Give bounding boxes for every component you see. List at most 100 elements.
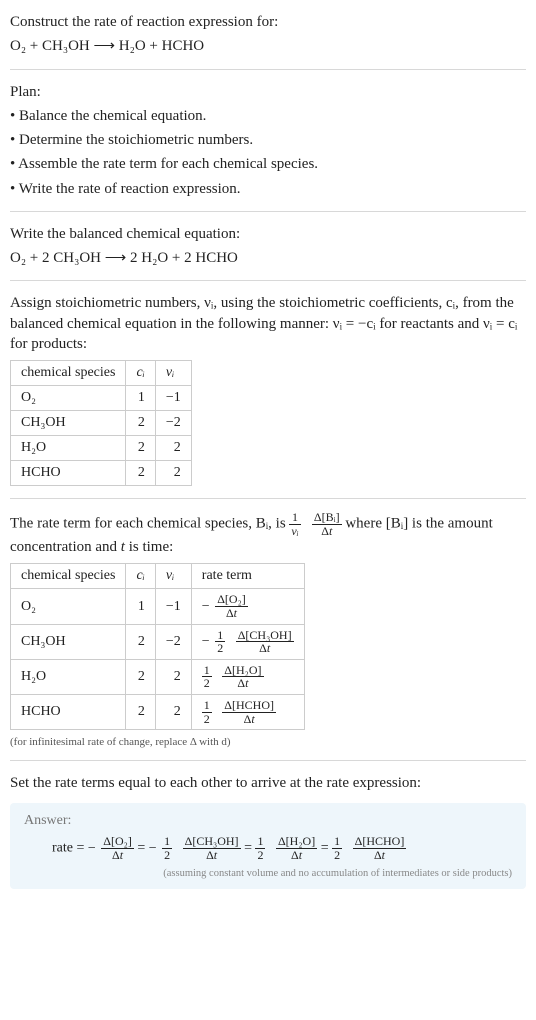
cell-species: HCHO <box>11 461 126 486</box>
col-header: chemical species <box>11 564 126 589</box>
cell-c: 2 <box>126 695 155 730</box>
divider <box>10 69 526 70</box>
equals: = <box>244 841 255 856</box>
col-header: νᵢ <box>155 361 191 386</box>
table-row: HCHO 2 2 1 2 Δ[HCHO] Δt <box>11 695 305 730</box>
frac-den: 2 <box>202 713 212 726</box>
answer-label: Answer: <box>24 813 512 829</box>
rateterm-text: The rate term for each chemical species,… <box>10 511 526 557</box>
cell-rate: − 1 2 Δ[CH₃OH] Δt <box>191 624 304 659</box>
table-row: O₂ 1 −1 <box>11 386 192 411</box>
frac-num: Δ[HCHO] <box>222 699 276 713</box>
cell-c: 2 <box>126 411 155 436</box>
frac-num: Δ[H₂O] <box>276 835 317 849</box>
frac-num: 1 <box>202 699 212 713</box>
stoich-text: Assign stoichiometric numbers, νᵢ, using… <box>10 293 526 354</box>
neg-sign: − <box>88 841 96 856</box>
frac-den: 2 <box>332 849 342 862</box>
table-row: HCHO 2 2 <box>11 461 192 486</box>
assumption-note: (assuming constant volume and no accumul… <box>24 868 512 879</box>
cell-species: H₂O <box>11 436 126 461</box>
cell-rate: 1 2 Δ[HCHO] Δt <box>191 695 304 730</box>
plan-item: • Write the rate of reaction expression. <box>10 179 526 199</box>
fraction: 1 2 <box>332 835 342 861</box>
neg-sign: − <box>149 841 157 856</box>
fraction: Δ[O₂] Δt <box>101 835 134 861</box>
frac-num: 1 <box>162 835 172 849</box>
frac-den: Δt <box>222 677 263 690</box>
frac-num: Δ[HCHO] <box>353 835 407 849</box>
frac-num: Δ[O₂] <box>101 835 134 849</box>
col-header: cᵢ <box>126 564 155 589</box>
fraction: Δ[HCHO] Δt <box>353 835 407 861</box>
frac-den: Δt <box>183 849 241 862</box>
table-header-row: chemical species cᵢ νᵢ <box>11 361 192 386</box>
cell-species: CH₃OH <box>11 624 126 659</box>
frac-num: 1 <box>332 835 342 849</box>
divider <box>10 498 526 499</box>
rateterm-table: chemical species cᵢ νᵢ rate term O₂ 1 −1… <box>10 563 305 730</box>
cell-species: O₂ <box>11 386 126 411</box>
frac-den: νᵢ <box>289 525 300 538</box>
cell-species: CH₃OH <box>11 411 126 436</box>
table-row: CH₃OH 2 −2 − 1 2 Δ[CH₃OH] Δt <box>11 624 305 659</box>
cell-c: 2 <box>126 436 155 461</box>
cell-v: −1 <box>155 386 191 411</box>
cell-c: 1 <box>126 386 155 411</box>
fraction: Δ[CH₃OH] Δt <box>236 629 294 655</box>
table-row: H₂O 2 2 <box>11 436 192 461</box>
divider <box>10 211 526 212</box>
fraction: Δ[H₂O] Δt <box>276 835 317 861</box>
fraction: 1 2 <box>255 835 265 861</box>
frac-num: Δ[O₂] <box>215 593 248 607</box>
divider <box>10 760 526 761</box>
cell-v: 2 <box>155 695 191 730</box>
col-header: chemical species <box>11 361 126 386</box>
cell-c: 2 <box>126 624 155 659</box>
balanced-header: Write the balanced chemical equation: <box>10 224 526 244</box>
final-header: Set the rate terms equal to each other t… <box>10 773 526 793</box>
fraction: Δ[CH₃OH] Δt <box>183 835 241 861</box>
frac-den: 2 <box>162 849 172 862</box>
frac-den: Δt <box>101 849 134 862</box>
frac-num: 1 <box>255 835 265 849</box>
stoich-table: chemical species cᵢ νᵢ O₂ 1 −1 CH₃OH 2 −… <box>10 360 192 486</box>
cell-v: 2 <box>155 461 191 486</box>
answer-box: Answer: rate = − Δ[O₂] Δt = − 1 2 Δ[CH₃O… <box>10 803 526 888</box>
col-header: rate term <box>191 564 304 589</box>
cell-species: HCHO <box>11 695 126 730</box>
plan-item: • Assemble the rate term for each chemic… <box>10 154 526 174</box>
cell-species: H₂O <box>11 659 126 694</box>
frac-num: 1 <box>215 629 225 643</box>
table-row: H₂O 2 2 1 2 Δ[H₂O] Δt <box>11 659 305 694</box>
plan-item: • Balance the chemical equation. <box>10 106 526 126</box>
col-header: cᵢ <box>126 361 155 386</box>
cell-species: O₂ <box>11 589 126 624</box>
table-header-row: chemical species cᵢ νᵢ rate term <box>11 564 305 589</box>
neg-sign: − <box>202 634 210 649</box>
fraction: 1 2 <box>202 699 212 725</box>
frac-den: Δt <box>236 642 294 655</box>
frac-num: Δ[CH₃OH] <box>183 835 241 849</box>
frac-den: 2 <box>215 642 225 655</box>
frac-num: Δ[CH₃OH] <box>236 629 294 643</box>
frac-den: 2 <box>202 677 212 690</box>
fraction: Δ[HCHO] Δt <box>222 699 276 725</box>
plan-item: • Determine the stoichiometric numbers. <box>10 130 526 150</box>
equals: = <box>137 841 148 856</box>
cell-rate: − Δ[O₂] Δt <box>191 589 304 624</box>
frac-den: Δt <box>276 849 317 862</box>
fraction: 1 2 <box>162 835 172 861</box>
divider <box>10 280 526 281</box>
table-row: O₂ 1 −1 − Δ[O₂] Δt <box>11 589 305 624</box>
plan-header: Plan: <box>10 82 526 102</box>
fraction: 1 2 <box>215 629 225 655</box>
frac-den: Δt <box>215 607 248 620</box>
cell-v: 2 <box>155 659 191 694</box>
intro-line: Construct the rate of reaction expressio… <box>10 12 526 32</box>
cell-v: −1 <box>155 589 191 624</box>
cell-rate: 1 2 Δ[H₂O] Δt <box>191 659 304 694</box>
intro-equation: O₂ + CH₃OH ⟶ H₂O + HCHO <box>10 36 526 56</box>
table-row: CH₃OH 2 −2 <box>11 411 192 436</box>
rate-expression: rate = − Δ[O₂] Δt = − 1 2 Δ[CH₃OH] Δt = … <box>52 835 512 861</box>
